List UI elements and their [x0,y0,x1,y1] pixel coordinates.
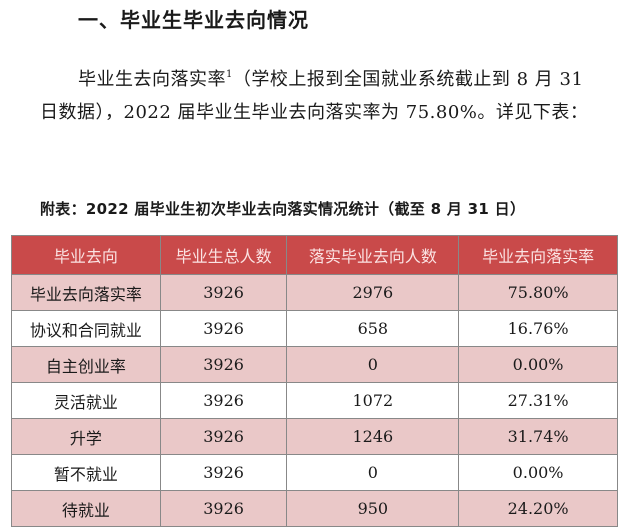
header-destination: 毕业去向 [11,235,161,275]
cell-rate: 75.80% [458,274,618,311]
table-row: 自主创业率 3926 0 0.00% [11,346,618,383]
cell-total: 3926 [159,274,288,311]
cell-rate: 27.31% [458,382,618,419]
table-header-row: 毕业去向 毕业生总人数 落实毕业去向人数 毕业去向落实率 [11,235,618,275]
paragraph-part-2: （学校上报到全国就业系统截止到 8 月 31 日数据），2022 届毕业生毕业去… [40,69,589,123]
table-row: 待就业 3926 950 24.20% [11,490,618,527]
cell-placed: 0 [286,346,460,383]
cell-placed: 1072 [286,382,460,419]
table-row: 灵活就业 3926 1072 27.31% [11,382,618,419]
table-row: 升学 3926 1246 31.74% [11,418,618,455]
header-total: 毕业生总人数 [159,235,288,275]
cell-rate: 31.74% [458,418,618,455]
cell-destination: 毕业去向落实率 [11,274,161,311]
cell-placed: 658 [286,310,460,347]
cell-total: 3926 [159,490,288,527]
cell-placed: 0 [286,454,460,491]
cell-total: 3926 [159,346,288,383]
header-rate: 毕业去向落实率 [458,235,618,275]
cell-rate: 0.00% [458,454,618,491]
summary-paragraph: 毕业生去向落实率1（学校上报到全国就业系统截止到 8 月 31 日数据），202… [40,58,600,129]
cell-destination: 升学 [11,418,161,455]
cell-destination: 自主创业率 [11,346,161,383]
cell-destination: 暂不就业 [11,454,161,491]
cell-destination: 灵活就业 [11,382,161,419]
cell-destination: 协议和合同就业 [11,310,161,347]
cell-placed: 1246 [286,418,460,455]
table-caption: 附表：2022 届毕业生初次毕业去向落实情况统计（截至 8 月 31 日） [40,200,526,218]
employment-table: 毕业去向 毕业生总人数 落实毕业去向人数 毕业去向落实率 毕业去向落实率 392… [11,235,618,527]
cell-rate: 24.20% [458,490,618,527]
cell-placed: 2976 [286,274,460,311]
cell-rate: 16.76% [458,310,618,347]
table-row: 暂不就业 3926 0 0.00% [11,454,618,491]
cell-placed: 950 [286,490,460,527]
table-row: 毕业去向落实率 3926 2976 75.80% [11,274,618,311]
cell-total: 3926 [159,454,288,491]
table-row: 协议和合同就业 3926 658 16.76% [11,310,618,347]
section-heading: 一、毕业生毕业去向情况 [78,8,309,32]
cell-total: 3926 [159,310,288,347]
cell-total: 3926 [159,382,288,419]
paragraph-part-1: 毕业生去向落实率 [78,69,226,90]
cell-destination: 待就业 [11,490,161,527]
cell-rate: 0.00% [458,346,618,383]
cell-total: 3926 [159,418,288,455]
footnote-marker: 1 [226,69,233,80]
header-placed: 落实毕业去向人数 [286,235,460,275]
